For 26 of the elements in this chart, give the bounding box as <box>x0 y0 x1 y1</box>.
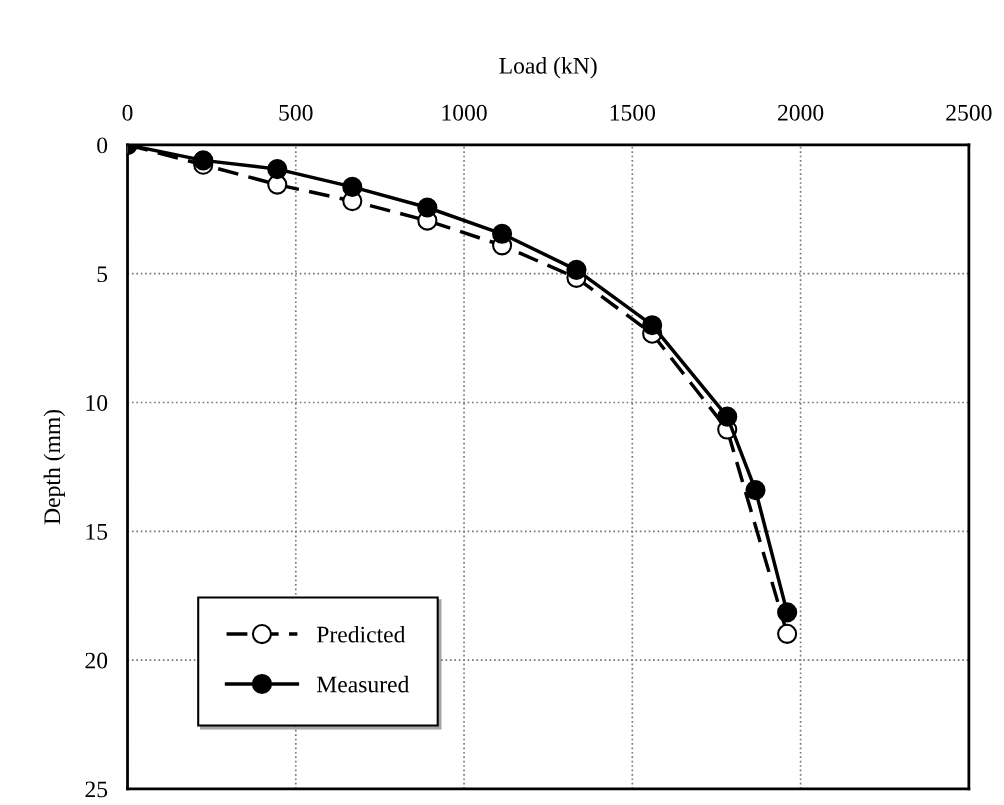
y-tick-label: 0 <box>97 137 108 154</box>
point <box>267 159 288 180</box>
x-tick-label: 1000 <box>442 104 487 121</box>
y-tick-label: 25 <box>85 781 108 798</box>
x-tick-label: 0 <box>122 104 133 121</box>
y-tick-label: 20 <box>85 652 108 669</box>
point <box>745 480 766 501</box>
y-axis-title: Depth (mm) <box>43 409 66 525</box>
point <box>642 315 663 336</box>
y-tick-label: 5 <box>97 266 108 283</box>
y-tick-label: 15 <box>86 523 108 540</box>
legend-label: Predicted <box>316 625 406 643</box>
point <box>492 223 513 244</box>
legend-label: Measured <box>316 675 410 693</box>
point <box>777 623 798 644</box>
point <box>717 406 738 427</box>
x-tick-label: 2500 <box>946 104 992 121</box>
point <box>777 602 798 623</box>
point <box>566 259 587 280</box>
x-tick-label: 500 <box>279 104 313 121</box>
x-tick-label: 2000 <box>778 104 824 121</box>
point <box>417 197 438 218</box>
y-tick-label: 10 <box>86 394 108 411</box>
x-tick-label: 1500 <box>610 104 656 121</box>
x-axis-title: Load (kN) <box>499 57 597 79</box>
point <box>342 176 363 197</box>
